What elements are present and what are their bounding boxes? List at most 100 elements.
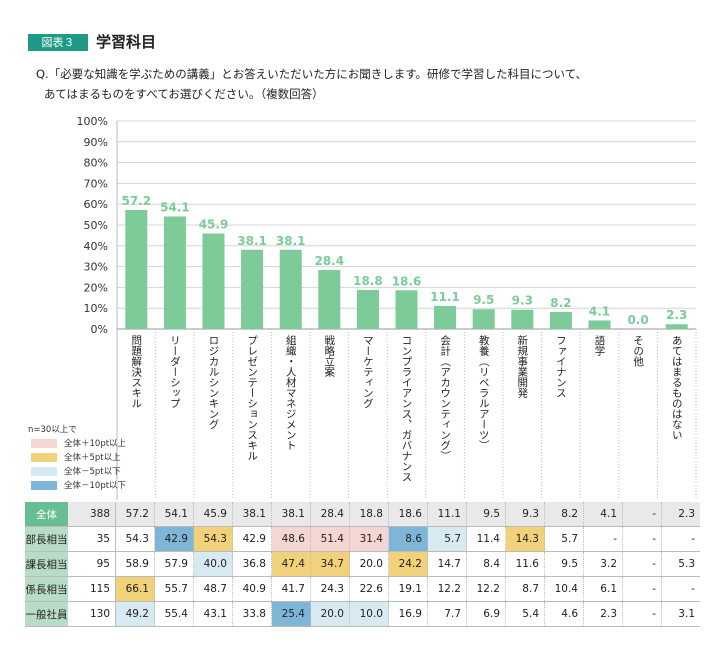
- table-cell: 5.3: [661, 551, 700, 577]
- data-table: 全体 388 57.2 54.1 45.9 38.1 38.1 28.4 18.8 18.6 11.…: [25, 502, 700, 627]
- table-cell: -: [661, 576, 700, 602]
- bar-chart: 0% 10% 20% 30% 40% 50% 60% 70% 80% 90% 100% 57.2 問題解…: [77, 115, 697, 500]
- legend-swatch: [28, 480, 60, 490]
- legend-swatch-fill: [31, 466, 57, 476]
- legend-swatch: [28, 438, 60, 448]
- legend-swatch-fill: [31, 480, 57, 490]
- y-tick-label: 70%: [84, 177, 108, 190]
- sample-size-cell: 35: [68, 526, 116, 552]
- question-text: Q.「必要な知識を学ぶための講義」とお答えいただいた方にお聞きします。研修で学習…: [36, 64, 587, 104]
- table-cell: 11.1: [427, 502, 467, 527]
- table-cell: -: [622, 502, 662, 527]
- bar-value-label: 9.3: [512, 294, 533, 308]
- bar: [395, 290, 418, 329]
- category-label: 戦略立案: [323, 334, 335, 378]
- y-tick-label: 20%: [84, 281, 108, 294]
- legend: n=30以上で 全体＋10pt以上 全体＋5pt以上 全体－5pt以下 全体－1…: [28, 423, 126, 492]
- table-cell: 4.6: [544, 601, 584, 627]
- bar: [125, 210, 148, 329]
- bar-value-label: 57.2: [121, 194, 151, 208]
- bar-value-label: 0.0: [627, 313, 648, 327]
- bar: [279, 249, 302, 329]
- category-label: ファイナンス: [555, 335, 567, 398]
- table-cell: 54.3: [193, 526, 233, 552]
- legend-label: 全体＋5pt以上: [64, 453, 121, 463]
- table-cell: 42.9: [154, 526, 194, 552]
- sample-size-cell: 130: [68, 601, 116, 627]
- table-cell: -: [661, 526, 700, 552]
- bar: [163, 216, 186, 329]
- bar-value-label: 54.1: [160, 200, 190, 214]
- bar: [665, 324, 688, 329]
- bar: [434, 305, 457, 329]
- table-cell: 9.5: [466, 502, 506, 527]
- table-cell: 48.6: [271, 526, 311, 552]
- table-cell: 22.6: [349, 576, 389, 602]
- table-cell: 24.3: [310, 576, 350, 602]
- bar: [318, 269, 341, 329]
- legend-label: 全体－10pt以下: [64, 481, 127, 491]
- table-row: 課長相当 95 58.9 57.9 40.0 36.8 47.4 34.7 20.0 24.2 14…: [25, 551, 700, 577]
- table-cell: 2.3: [661, 502, 700, 527]
- legend-swatch: [28, 466, 60, 476]
- y-tick-label: 40%: [84, 240, 108, 253]
- sample-size-cell: 388: [68, 502, 116, 527]
- bar-value-label: 18.8: [353, 274, 383, 288]
- category-label: その他: [632, 335, 644, 367]
- legend-item: 全体＋5pt以上: [28, 450, 126, 464]
- sample-size-cell: 95: [68, 551, 116, 577]
- table-cell: 38.1: [271, 502, 311, 527]
- table-cell: 45.9: [193, 502, 233, 527]
- legend-item: 全体＋10pt以上: [28, 436, 126, 450]
- table-cell: 10.0: [349, 601, 389, 627]
- table-cell: 19.1: [388, 576, 428, 602]
- category-label: 問題解決スキル: [130, 335, 142, 409]
- table-cell: 14.3: [505, 526, 545, 552]
- bar: [202, 233, 225, 329]
- legend-item: 全体－5pt以下: [28, 464, 126, 478]
- table-cell: 55.4: [154, 601, 194, 627]
- table-cell: 5.7: [427, 526, 467, 552]
- table-cell: -: [622, 576, 662, 602]
- table-cell: 47.4: [271, 551, 311, 577]
- question-line-2: あてはまるものをすべてお選びください。（複数回答）: [44, 87, 324, 101]
- table-cell: -: [622, 601, 662, 627]
- table-cell: 40.9: [232, 576, 272, 602]
- bar: [241, 249, 264, 329]
- table-cell: 20.0: [310, 601, 350, 627]
- table-cell: 8.4: [466, 551, 506, 577]
- table-cell: 9.5: [544, 551, 584, 577]
- table-cell: 25.4: [271, 601, 311, 627]
- row-label: 全体: [25, 502, 68, 527]
- table-cell: 12.2: [427, 576, 467, 602]
- category-label: プレゼンテーションスキル: [246, 335, 258, 461]
- bar: [356, 289, 379, 329]
- bar-value-label: 2.3: [666, 308, 687, 322]
- table-cell: 54.3: [115, 526, 155, 552]
- category-label: リーダーシップ: [169, 335, 181, 409]
- y-tick-label: 0%: [91, 323, 108, 336]
- table-cell: 54.1: [154, 502, 194, 527]
- bar: [511, 309, 534, 329]
- category-label: 会計（アカウンティング）: [439, 334, 451, 461]
- table-cell: 41.7: [271, 576, 311, 602]
- table-cell: 18.6: [388, 502, 428, 527]
- figure-label: 図表３: [28, 34, 88, 51]
- table-cell: 34.7: [310, 551, 350, 577]
- table-cell: -: [622, 551, 662, 577]
- legend-label: 全体＋10pt以上: [64, 439, 127, 449]
- table-row: 一般社員 130 49.2 55.4 43.1 33.8 25.4 20.0 10.0 16.9 7…: [25, 601, 700, 627]
- bar: [472, 309, 495, 329]
- table-cell: 8.7: [505, 576, 545, 602]
- row-label: 一般社員: [25, 601, 68, 627]
- table-cell: 31.4: [349, 526, 389, 552]
- legend-swatch: [28, 452, 60, 462]
- table-cell: 36.8: [232, 551, 272, 577]
- table-row: 部長相当 35 54.3 42.9 54.3 42.9 48.6 51.4 31.4 8.6 5.7…: [25, 526, 700, 552]
- table-cell: 2.3: [583, 601, 623, 627]
- table-cell: 48.7: [193, 576, 233, 602]
- category-label: あてはまるものはない: [671, 335, 683, 440]
- bar: [549, 311, 572, 329]
- bar-value-label: 11.1: [430, 290, 460, 304]
- sample-size-cell: 115: [68, 576, 116, 602]
